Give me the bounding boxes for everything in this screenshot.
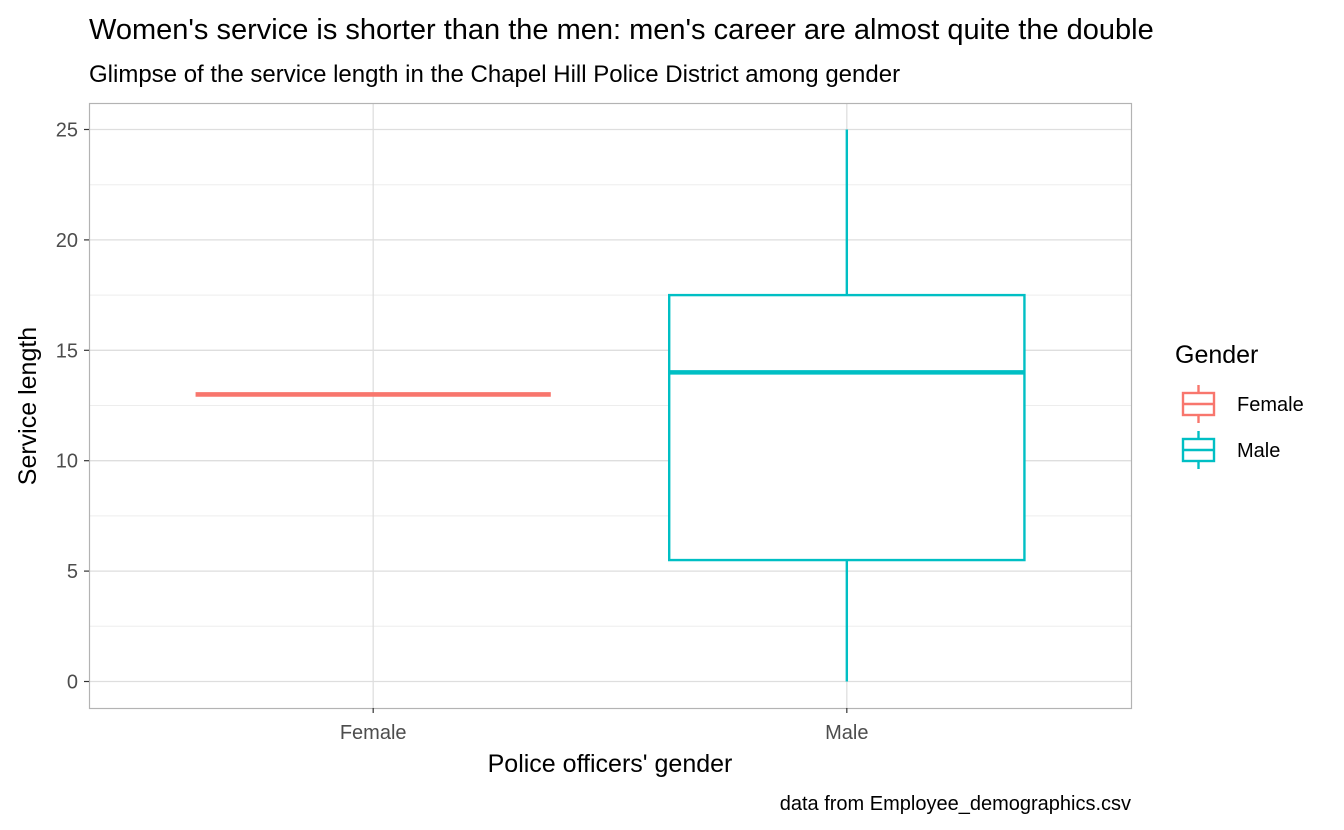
- legend-item-male: Male: [1181, 431, 1280, 469]
- legend: Gender Female Male: [1175, 341, 1304, 469]
- chart-subtitle: Glimpse of the service length in the Cha…: [89, 61, 900, 88]
- y-tick-label: 25: [56, 119, 78, 141]
- y-tick-label: 15: [56, 340, 78, 362]
- legend-label: Male: [1237, 440, 1280, 462]
- y-tick-label: 10: [56, 451, 78, 473]
- y-tick-label: 0: [67, 672, 78, 694]
- plot-panel-border: [88, 102, 1133, 710]
- y-axis-title: Service length: [14, 327, 42, 485]
- boxplot-male: [668, 129, 1026, 682]
- x-tick-label: Male: [825, 722, 868, 744]
- x-axis-ticks: Female Male: [340, 708, 868, 744]
- y-tick-label: 20: [56, 230, 78, 252]
- legend-label: Female: [1237, 394, 1304, 416]
- y-axis-ticks: 0 5 10 15 20 25: [56, 119, 89, 694]
- x-tick-label: Female: [340, 722, 407, 744]
- box: [668, 293, 1026, 562]
- chart-title: Women's service is shorter than the men:…: [89, 14, 1154, 46]
- legend-title: Gender: [1175, 341, 1258, 369]
- legend-item-female: Female: [1181, 385, 1304, 423]
- chart-caption: data from Employee_demographics.csv: [780, 793, 1131, 815]
- y-tick-label: 5: [67, 561, 78, 583]
- x-axis-title: Police officers' gender: [488, 750, 733, 778]
- boxplots: [195, 129, 1026, 682]
- grid-lines: [89, 103, 1131, 708]
